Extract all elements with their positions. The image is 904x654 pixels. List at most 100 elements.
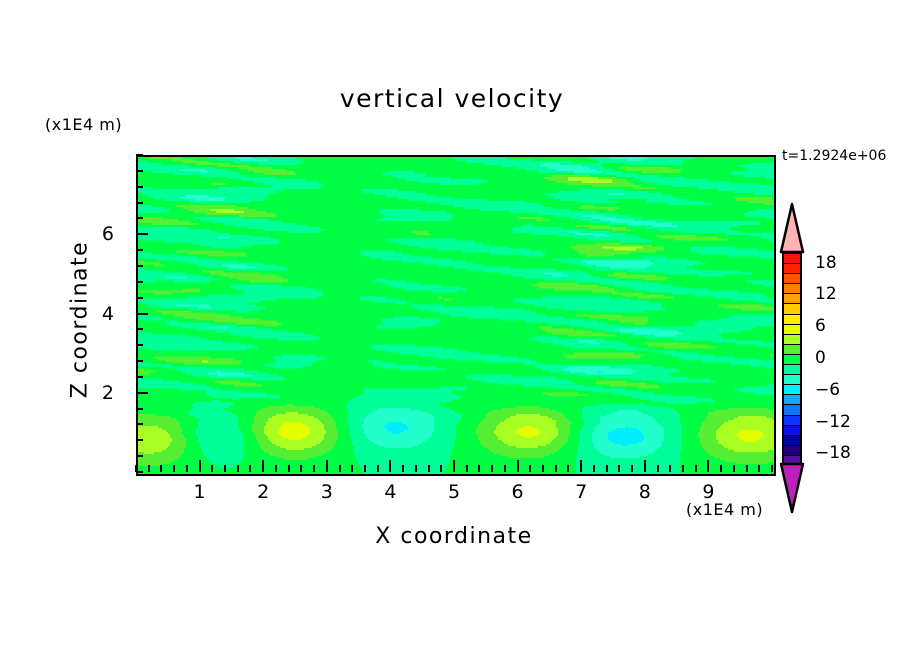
colorbar-band — [784, 415, 800, 426]
y-tick-minor — [136, 423, 143, 426]
x-tick-minor — [274, 465, 277, 472]
colorbar-tick-label: 12 — [815, 284, 837, 305]
y-axis-units-label: (x1E4 m) — [45, 115, 123, 134]
x-tick-major — [643, 460, 646, 472]
x-tick-minor — [529, 465, 532, 472]
colorbar-band — [784, 405, 800, 416]
colorbar-band — [784, 375, 800, 386]
colorbar-bands — [782, 252, 802, 466]
y-tick-minor — [136, 154, 143, 156]
x-tick-minor — [313, 465, 316, 472]
x-tick-minor — [745, 465, 748, 472]
x-tick-major — [325, 460, 328, 472]
colorbar-band — [784, 365, 800, 376]
x-tick-minor — [402, 465, 405, 472]
x-tick-minor — [605, 465, 608, 472]
scalar-field-heatmap — [138, 157, 774, 474]
colorbar[interactable] — [779, 202, 807, 514]
x-tick-minor — [669, 465, 672, 472]
x-tick-minor — [414, 465, 417, 472]
colorbar-band — [784, 455, 800, 466]
x-tick-minor — [720, 465, 723, 472]
colorbar-band — [784, 445, 800, 456]
x-tick-major — [580, 460, 583, 472]
x-tick-minor — [503, 465, 506, 472]
colorbar-band — [784, 304, 800, 315]
y-tick-major — [136, 233, 148, 236]
y-tick-label: 4 — [101, 302, 114, 325]
y-tick-minor — [136, 471, 143, 473]
x-tick-minor — [173, 465, 176, 472]
y-tick-major — [136, 312, 148, 315]
colorbar-tick-label: −12 — [815, 411, 851, 432]
x-tick-minor — [376, 465, 379, 472]
x-tick-minor — [618, 465, 621, 472]
colorbar-tick-label: 6 — [815, 316, 826, 337]
colorbar-tick-label: 0 — [815, 348, 826, 368]
x-tick-minor — [567, 465, 570, 472]
colorbar-band — [784, 314, 800, 325]
y-tick-label: 6 — [101, 223, 114, 246]
colorbar-band — [784, 254, 800, 265]
x-tick-minor — [351, 465, 354, 472]
colorbar-band — [784, 344, 800, 355]
x-tick-major — [389, 460, 392, 472]
y-tick-minor — [136, 407, 143, 410]
x-axis-units-label: (x1E4 m) — [686, 500, 764, 519]
colorbar-band — [784, 354, 800, 366]
x-tick-minor — [236, 465, 239, 472]
x-tick-label: 8 — [638, 481, 651, 503]
x-tick-minor — [211, 465, 214, 472]
y-tick-minor — [136, 185, 143, 188]
x-tick-label: 2 — [257, 481, 270, 503]
page-title: vertical velocity — [339, 84, 565, 113]
y-tick-minor — [136, 249, 143, 252]
y-tick-label: 2 — [101, 381, 114, 404]
y-tick-minor — [136, 375, 143, 378]
x-tick-minor — [478, 465, 481, 472]
y-tick-minor — [136, 280, 143, 283]
x-tick-minor — [160, 465, 163, 472]
x-tick-minor — [249, 465, 252, 472]
x-tick-minor — [363, 465, 366, 472]
x-tick-major — [453, 460, 455, 472]
colorbar-band — [784, 425, 800, 436]
x-tick-major — [707, 460, 710, 472]
x-tick-minor — [758, 465, 761, 472]
y-axis-title: Z coordinate — [67, 240, 93, 399]
x-tick-minor — [338, 465, 341, 472]
x-tick-minor — [542, 465, 545, 472]
x-tick-minor — [465, 465, 468, 472]
y-tick-minor — [136, 328, 143, 331]
y-tick-minor — [136, 439, 143, 442]
x-tick-minor — [554, 465, 557, 472]
x-tick-minor — [732, 465, 735, 472]
x-tick-minor — [440, 465, 443, 472]
colorbar-band — [784, 435, 800, 446]
x-tick-minor — [592, 465, 595, 472]
x-tick-minor — [681, 465, 684, 472]
y-tick-minor — [136, 455, 143, 458]
x-tick-label: 7 — [575, 481, 588, 503]
x-tick-minor — [656, 465, 659, 472]
y-tick-minor — [136, 296, 143, 299]
colorbar-tick-label: 18 — [815, 252, 837, 273]
x-tick-minor — [771, 465, 773, 472]
x-tick-major — [262, 460, 265, 472]
time-annotation: t=1.2924e+06 — [782, 148, 887, 164]
y-tick-minor — [136, 344, 143, 347]
x-tick-label: 1 — [193, 481, 206, 503]
x-tick-minor — [287, 465, 290, 472]
x-tick-major — [516, 460, 519, 472]
plot-area[interactable] — [136, 155, 776, 476]
y-tick-major — [136, 391, 148, 394]
x-tick-minor — [631, 465, 634, 472]
colorbar-tick-label: −6 — [815, 379, 841, 400]
colorbar-band — [784, 294, 800, 305]
x-tick-minor — [185, 465, 188, 472]
colorbar-band — [784, 395, 800, 406]
x-tick-minor — [491, 465, 494, 472]
x-tick-major — [198, 460, 201, 472]
colorbar-band — [784, 324, 800, 335]
